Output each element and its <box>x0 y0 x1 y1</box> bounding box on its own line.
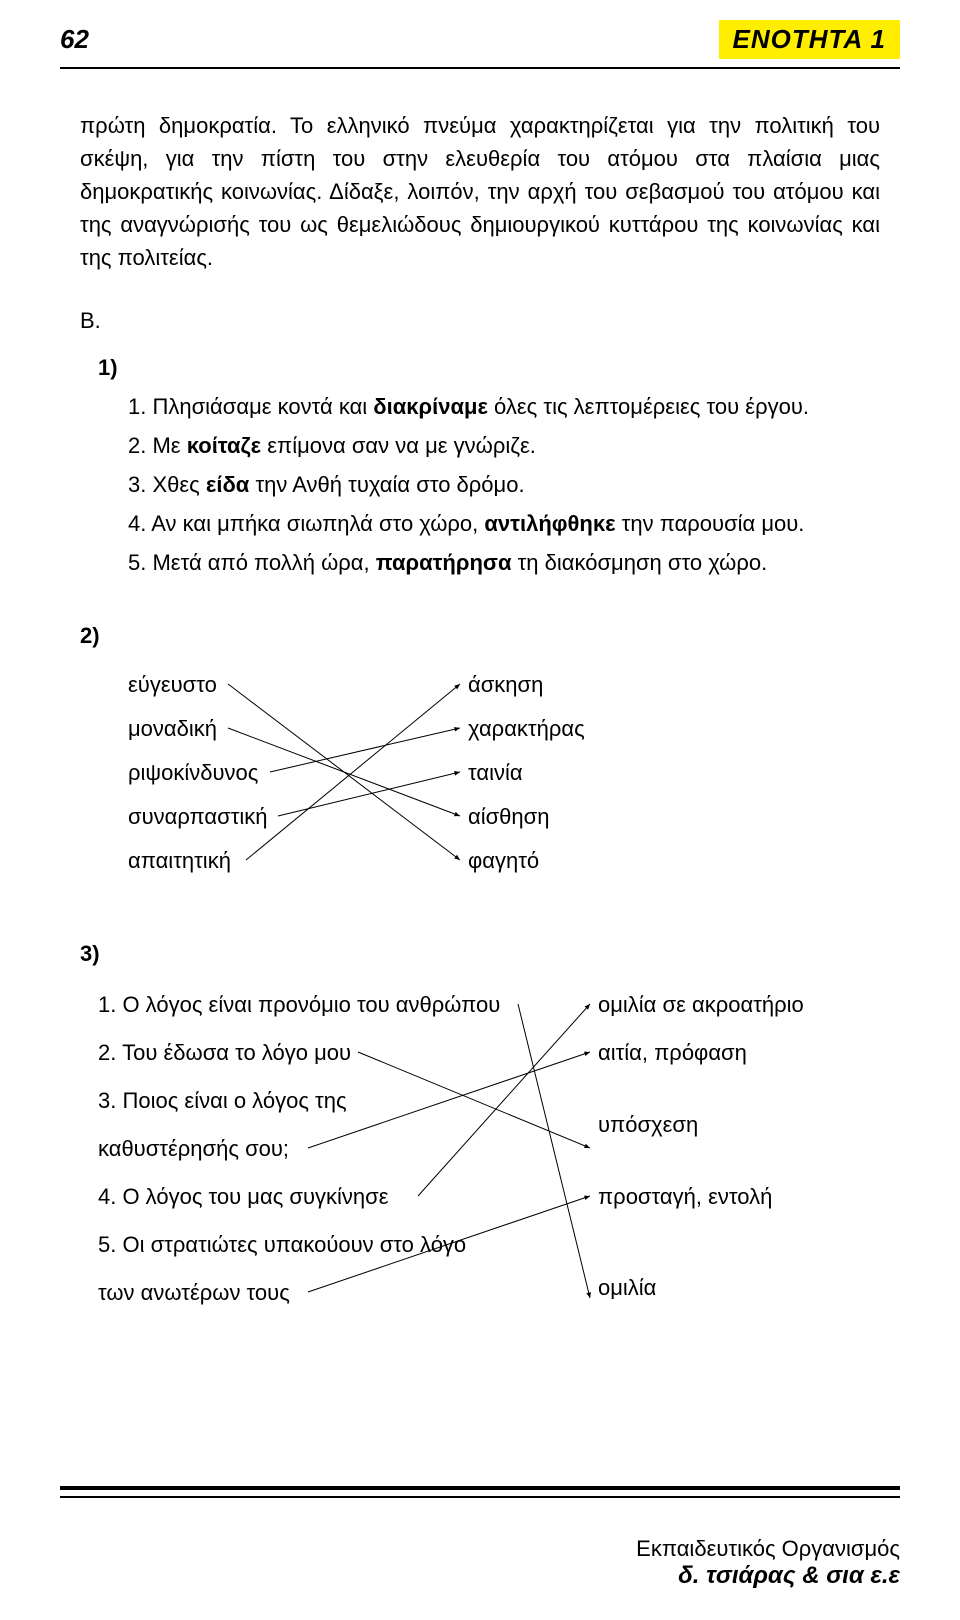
content: πρώτη δημοκρατία. Το ελληνικό πνεύμα χαρ… <box>0 69 960 1310</box>
footer-company: δ. τσιάρας & σια ε.ε <box>636 1562 900 1590</box>
q1-item: 4. Αν και μπήκα σιωπηλά στο χώρο, αντιλή… <box>128 507 880 540</box>
unit-badge: ΕΝΟΤΗΤΑ 1 <box>719 20 900 59</box>
footer-rule <box>60 1486 900 1490</box>
footer-org: Εκπαιδευτικός Οργανισμός <box>636 1536 900 1562</box>
q2-right-col: άσκηση χαρακτήρας ταινία αίσθηση φαγητό <box>468 662 585 882</box>
q2-right-item: αίσθηση <box>468 794 585 838</box>
q2-left-item: ριψοκίνδυνος <box>128 750 268 794</box>
q3-matching: 1. Ο λόγος είναι προνόμιο του ανθρώπου 2… <box>98 980 880 1310</box>
q2-left-item: μοναδική <box>128 706 268 750</box>
q3-left-item: 1. Ο λόγος είναι προνόμιο του ανθρώπου <box>98 980 500 1028</box>
footer-rule2 <box>60 1496 900 1498</box>
q1-number: 1) <box>98 351 880 384</box>
q3-number: 3) <box>80 937 880 970</box>
q1-item: 1. Πλησιάσαμε κοντά και διακρίναμε όλες … <box>128 390 880 423</box>
page-number: 62 <box>60 24 89 55</box>
q2-right-item: χαρακτήρας <box>468 706 585 750</box>
q3-left-item: 3. Ποιος είναι ο λόγος της <box>98 1076 500 1124</box>
q1-item: 2. Με κοίταζε επίμονα σαν να με γνώριζε. <box>128 429 880 462</box>
q3-left-item: καθυστέρησής σου; <box>98 1124 500 1172</box>
q3-right-item: αιτία, πρόφαση <box>598 1028 804 1076</box>
q3-right-item: ομιλία σε ακροατήριο <box>598 980 804 1028</box>
q3-block: 3) 1. Ο λόγος είναι προνόμιο του ανθρώπο… <box>80 937 880 1310</box>
q3-right-item: προσταγή, εντολή <box>598 1172 804 1220</box>
q2-number: 2) <box>80 619 880 652</box>
q2-left-item: συναρπαστική <box>128 794 268 838</box>
q2-right-item: ταινία <box>468 750 585 794</box>
q2-left-item: απαιτητική <box>128 838 268 882</box>
q2-right-item: φαγητό <box>468 838 585 882</box>
q1-item: 5. Μετά από πολλή ώρα, παρατήρησα τη δια… <box>128 546 880 579</box>
q3-left-item: 5. Οι στρατιώτες υπακούουν στο λόγο <box>98 1220 500 1268</box>
q1-item: 3. Χθες είδα την Ανθή τυχαία στο δρόμο. <box>128 468 880 501</box>
q3-left-col: 1. Ο λόγος είναι προνόμιο του ανθρώπου 2… <box>98 980 500 1316</box>
intro-paragraph: πρώτη δημοκρατία. Το ελληνικό πνεύμα χαρ… <box>80 109 880 274</box>
q2-matching: εύγευστο μοναδική ριψοκίνδυνος συναρπαστ… <box>128 662 880 882</box>
q3-right-col: ομιλία σε ακροατήριο αιτία, πρόφαση υπόσ… <box>598 980 804 1316</box>
q2-left-col: εύγευστο μοναδική ριψοκίνδυνος συναρπαστ… <box>128 662 268 882</box>
footer: Εκπαιδευτικός Οργανισμός δ. τσιάρας & σι… <box>636 1536 900 1590</box>
q2-left-item: εύγευστο <box>128 662 268 706</box>
page-header: 62 ΕΝΟΤΗΤΑ 1 <box>0 0 960 67</box>
q2-block: 2) εύγευστο μοναδική ριψοκίνδυνος συναρπ… <box>80 619 880 882</box>
q3-left-item: 2. Του έδωσα το λόγο μου <box>98 1028 500 1076</box>
q3-right-item: ομιλία <box>598 1220 804 1316</box>
section-b-label: Β. <box>80 304 880 337</box>
q2-right-item: άσκηση <box>468 662 585 706</box>
q3-left-item: 4. Ο λόγος του μας συγκίνησε <box>98 1172 500 1220</box>
q3-right-item: υπόσχεση <box>598 1076 804 1172</box>
q3-left-item: των ανωτέρων τους <box>98 1268 500 1316</box>
q1-list: 1. Πλησιάσαμε κοντά και διακρίναμε όλες … <box>128 390 880 579</box>
